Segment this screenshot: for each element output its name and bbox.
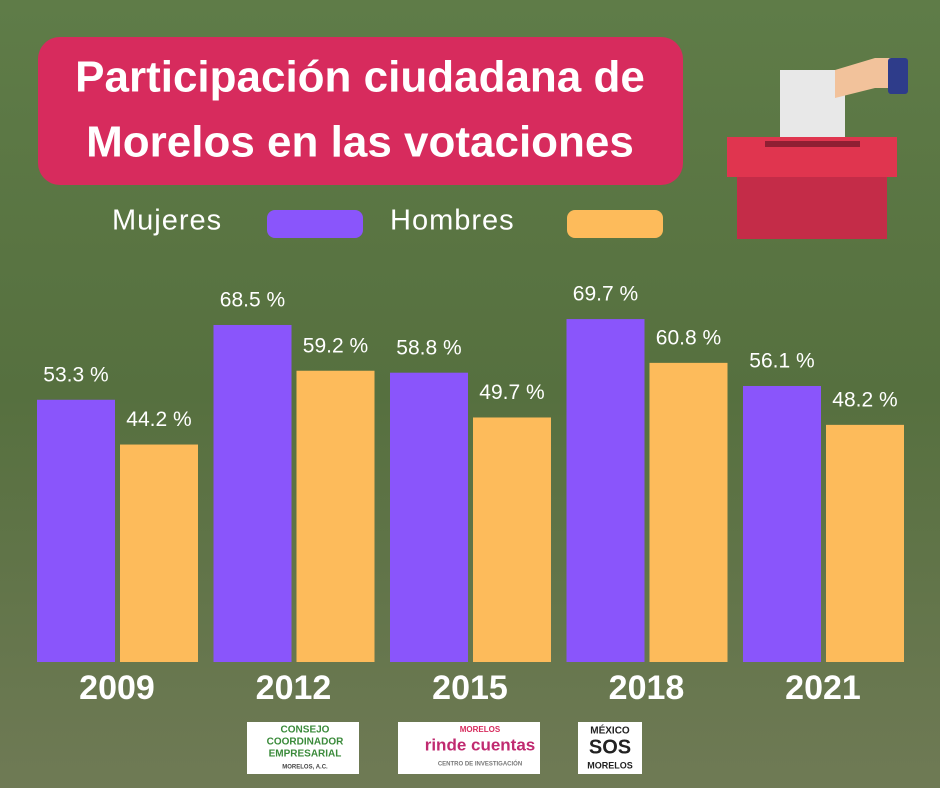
x-tick-label: 2015 [432, 669, 508, 707]
logo-text: SOS [589, 736, 631, 758]
title-box [38, 37, 683, 185]
logo-text: MORELOS, A.C. [282, 765, 328, 771]
value-label: 59.2 % [303, 334, 368, 357]
x-tick-label: 2012 [256, 669, 332, 707]
bar [743, 385, 821, 662]
x-tick-label: 2018 [609, 669, 685, 707]
value-label: 48.2 % [832, 388, 897, 411]
bar [37, 399, 115, 662]
logo-text: EMPRESARIAL [269, 749, 342, 760]
bar [390, 372, 468, 662]
x-tick-label: 2009 [79, 669, 155, 707]
value-label: 68.5 % [220, 289, 285, 312]
logo-text: CENTRO DE INVESTIGACIÓN [438, 760, 522, 768]
legend-label: Mujeres [112, 205, 222, 237]
value-label: 58.8 % [396, 336, 461, 359]
bar [296, 370, 375, 662]
value-label: 56.1 % [749, 350, 814, 373]
x-tick-label: 2021 [785, 669, 861, 707]
value-label: 60.8 % [656, 326, 721, 349]
logo-text: MORELOS [460, 725, 501, 734]
logo-text: MÉXICO [590, 724, 630, 737]
logo-box [578, 722, 642, 774]
chart-title: Participación ciudadana de [75, 53, 645, 102]
logo-box [247, 722, 359, 774]
logo-text: COORDINADOR [267, 737, 344, 748]
value-label: 44.2 % [126, 408, 191, 431]
bar [120, 444, 198, 662]
bar [826, 424, 904, 662]
logo-box [398, 722, 540, 774]
logo-text: rinde cuentas [425, 735, 536, 754]
bar [566, 319, 645, 662]
bar [473, 417, 551, 662]
ballot-box-icon [727, 58, 908, 239]
logo-text: MORELOS [587, 760, 633, 770]
logo-text: CONSEJO [281, 725, 330, 736]
bar [213, 324, 292, 662]
chart-title: Morelos en las votaciones [86, 118, 634, 167]
legend-swatch [267, 210, 363, 238]
plot: 53.3 % 44.2 % 2009 68.5 % 59.2 % 2012 58.8 % 49… [37, 283, 904, 707]
legend-label: Hombres [390, 205, 515, 237]
legend: Mujeres Hombres [112, 205, 663, 238]
legend-swatch [567, 210, 663, 238]
bar [649, 362, 728, 662]
value-label: 53.3 % [43, 363, 108, 386]
value-label: 69.7 % [573, 283, 638, 306]
value-label: 49.7 % [479, 381, 544, 404]
